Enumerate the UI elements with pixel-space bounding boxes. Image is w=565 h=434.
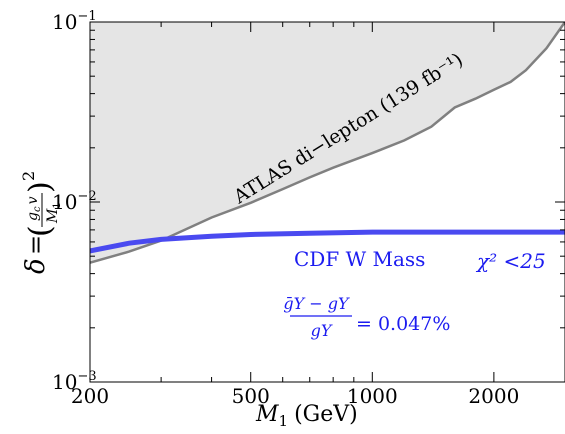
y-tick-label: 10−2 bbox=[52, 189, 97, 214]
svg-text:(: ( bbox=[23, 225, 58, 237]
svg-text:2: 2 bbox=[19, 171, 38, 181]
svg-text:M1: M1 bbox=[45, 202, 63, 224]
ratio-annotation: ḡY − gY gY = 0.047% bbox=[283, 294, 450, 340]
cdf-label: CDF W Mass bbox=[294, 247, 425, 271]
x-tick-label: 500 bbox=[232, 384, 270, 408]
x-tick-label: 2000 bbox=[468, 384, 519, 408]
chi2-label: χ² <25 bbox=[475, 249, 546, 273]
x-tick-label: 200 bbox=[71, 384, 109, 408]
y-tick-label: 10−1 bbox=[52, 9, 97, 34]
y-tick-label: 10−3 bbox=[52, 369, 97, 394]
cdf-w-mass-curve bbox=[90, 229, 565, 254]
atlas-excluded-region bbox=[90, 22, 565, 263]
svg-text:=: = bbox=[22, 235, 50, 255]
ratio-denominator: gY bbox=[311, 321, 333, 340]
ratio-numerator: ḡY − gY bbox=[283, 294, 350, 313]
axis-ticks bbox=[89, 21, 565, 383]
axis-tick-labels: 200 500 1000 2000 10−3 10−2 10−1 bbox=[52, 9, 519, 408]
x-axis-label: M1 (GeV) bbox=[255, 402, 358, 430]
ratio-value: = 0.047% bbox=[356, 313, 450, 335]
atlas-dilepton-curve bbox=[90, 22, 565, 264]
svg-text:gcv: gcv bbox=[25, 196, 43, 221]
svg-text:δ: δ bbox=[21, 258, 51, 274]
svg-text:): ) bbox=[23, 181, 58, 193]
x-tick-label: 1000 bbox=[347, 384, 398, 408]
y-axis-label: δ = ( gcv M1 ) 2 bbox=[19, 171, 63, 274]
